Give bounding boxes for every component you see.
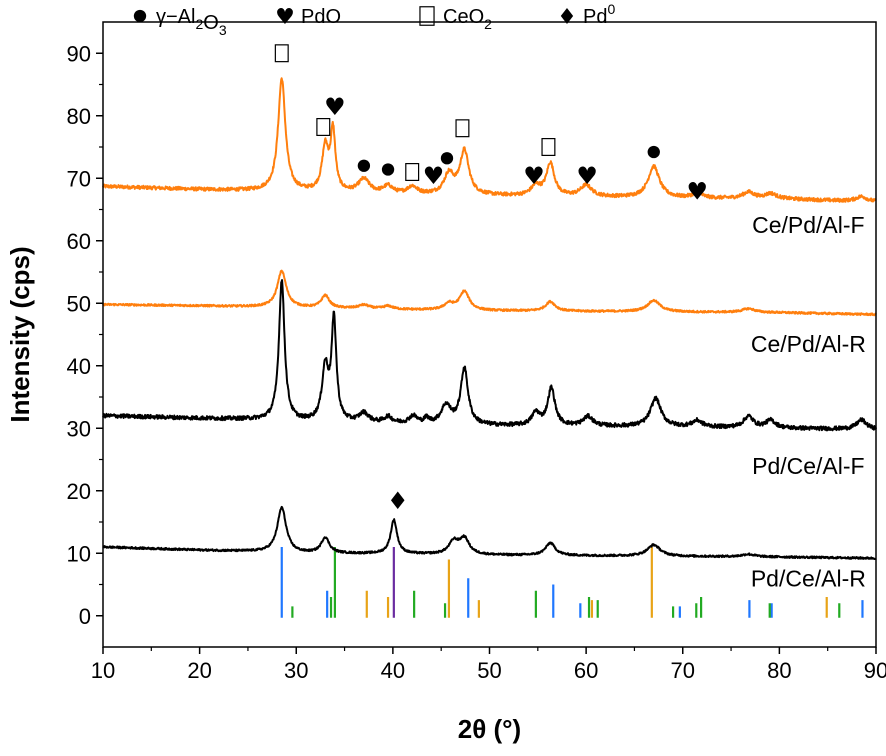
peak-annotations: ♥ ♥ ♥ ♥ ♥ ♦ (274, 44, 708, 515)
x-tick-label: 10 (91, 658, 115, 683)
sample-labels: Ce/Pd/Al-F Ce/Pd/Al-R Pd/Ce/Al-F Pd/Ce/Al-R (751, 212, 866, 591)
series-line (102, 77, 877, 203)
ceo2-marker-icon (405, 163, 420, 182)
x-tick-label: 90 (864, 658, 886, 683)
sample-label: Pd/Ce/Al-R (751, 565, 866, 591)
x-tick-label: 50 (477, 658, 501, 683)
y-tick-label: 30 (67, 416, 91, 441)
legend-label: PdO (301, 6, 341, 28)
pdo-legend-icon: ♥ (275, 5, 295, 30)
series-line (102, 269, 877, 317)
pdo-marker-icon: ♥ (324, 93, 346, 121)
sample-label: Pd/Ce/Al-F (752, 453, 864, 479)
legend: γ−Al2O3♥ PdO CeO2 ♦ Pd0 (133, 1, 615, 38)
y-tick-label: 90 (67, 41, 91, 66)
y-tick-label: 70 (67, 166, 91, 191)
y-axis-title: Intensity (cps) (5, 246, 35, 422)
alumina-marker-icon (357, 159, 371, 172)
y-tick-label: 10 (67, 541, 91, 566)
y-tick-label: 40 (67, 354, 91, 379)
legend-label: Pd0 (583, 1, 615, 28)
series-layer (102, 77, 877, 561)
pdo-marker-icon: ♥ (523, 162, 545, 190)
series-line (102, 279, 877, 432)
reference-lines (280, 547, 864, 618)
ceo2-marker-icon (541, 138, 556, 157)
alumina-legend-icon (133, 9, 147, 23)
y-tick-label: 50 (67, 291, 91, 316)
y-tick-label: 0 (79, 604, 91, 629)
alumina-marker-icon (381, 163, 395, 176)
ceo2-marker-icon (455, 119, 470, 138)
x-tick-label: 70 (671, 658, 695, 683)
ceo2-marker-icon (316, 117, 331, 136)
pd0-legend-icon: ♦ (557, 5, 577, 30)
y-tick-label: 60 (67, 229, 91, 254)
x-tick-label: 80 (767, 658, 791, 683)
alumina-marker-icon (440, 152, 454, 165)
x-axis-title: 2θ (°) (458, 714, 521, 744)
y-tick-label: 80 (67, 104, 91, 129)
x-tick-label: 60 (574, 658, 598, 683)
x-tick-label: 30 (284, 658, 308, 683)
ceo2-marker-icon (274, 44, 289, 63)
sample-label: Ce/Pd/Al-F (752, 212, 864, 238)
series-line (102, 505, 877, 561)
sample-label: Ce/Pd/Al-R (751, 331, 866, 357)
legend-label: CeO2 (443, 6, 492, 32)
pd0-marker-icon: ♦ (387, 487, 409, 515)
alumina-marker-icon (647, 145, 660, 159)
y-axis: 0 10 20 30 40 50 60 70 80 90 (67, 41, 103, 629)
x-tick-label: 40 (381, 658, 405, 683)
pdo-marker-icon: ♥ (686, 177, 708, 205)
y-tick-label: 20 (67, 479, 91, 504)
x-tick-label: 20 (187, 658, 211, 683)
pdo-marker-icon: ♥ (423, 162, 445, 190)
pdo-marker-icon: ♥ (576, 162, 598, 190)
x-axis: 10 20 30 40 50 60 70 80 90 (91, 647, 886, 683)
ceo2-legend-icon (419, 6, 435, 26)
